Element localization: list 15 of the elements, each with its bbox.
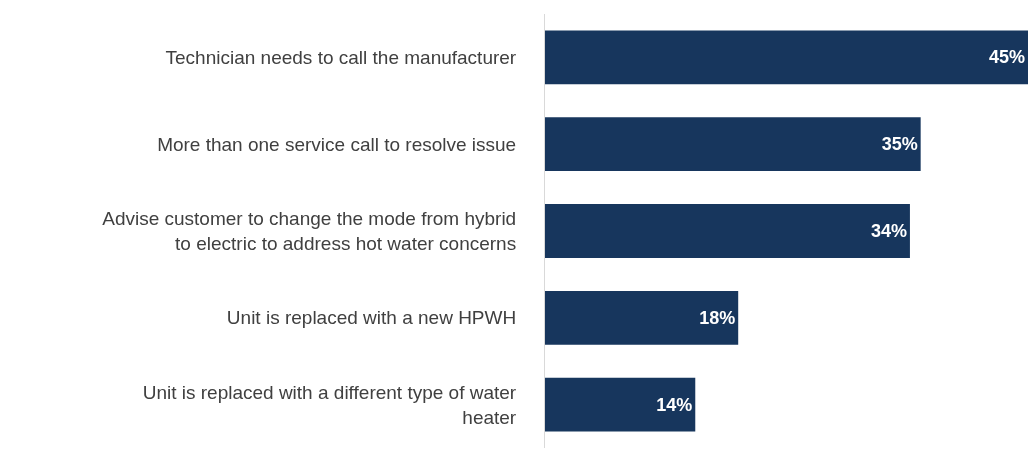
y-tick-label: Advise customer to change the mode from hybrid to electric to address hot water concerns bbox=[102, 208, 517, 254]
bar bbox=[545, 117, 921, 172]
bar bbox=[545, 377, 696, 432]
bar bbox=[545, 204, 910, 258]
data-label: 34% bbox=[870, 221, 907, 241]
y-tick-label: Unit is replaced with a different type of water heater bbox=[142, 381, 517, 428]
data-label: 14% bbox=[656, 394, 693, 415]
data-label: 18% bbox=[699, 307, 736, 328]
y-tick-label: More than one service call to resolve issue bbox=[157, 133, 517, 155]
bar bbox=[545, 290, 739, 345]
data-label: 35% bbox=[881, 134, 918, 155]
data-label: 45% bbox=[988, 47, 1025, 68]
y-tick-label: Unit is replaced with a new HPWH bbox=[226, 307, 517, 329]
y-tick-label: Technician needs to call the manufacturer bbox=[165, 47, 517, 69]
bar bbox=[545, 30, 1028, 85]
